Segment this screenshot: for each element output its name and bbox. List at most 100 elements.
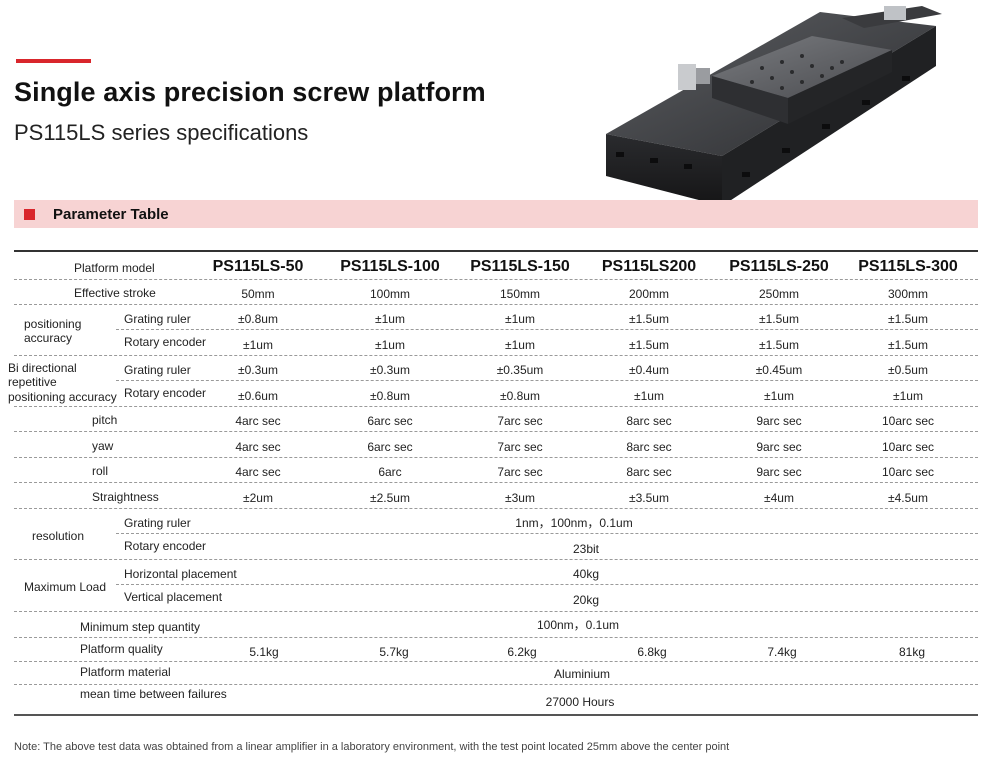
roll-value-6: 10arc sec	[881, 465, 935, 479]
model-header-2: PS115LS-100	[340, 258, 440, 275]
positioning-encoder-value-3: ±1um	[505, 338, 535, 352]
minimum-step-value: 100nm，0.1um	[536, 618, 620, 632]
positioning-grating-label: Grating ruler	[124, 312, 191, 326]
effective-stroke-value-6: 300mm	[887, 287, 929, 301]
straightness-value-1: ±2um	[243, 491, 273, 505]
pitch-value-5: 9arc sec	[756, 414, 802, 428]
positioning-encoder-value-1: ±1um	[243, 338, 273, 352]
positioning-accuracy-label-line2: accuracy	[24, 331, 73, 345]
yaw-value-6: 10arc sec	[881, 440, 935, 454]
row-separator	[14, 508, 978, 509]
positioning-grating-value-3: ±1um	[505, 312, 535, 326]
platform-quality-value-1: 5.1kg	[249, 645, 279, 659]
model-header-5: PS115LS-250	[729, 258, 829, 275]
row-separator	[14, 559, 978, 560]
minimum-step-label: Minimum step quantity	[80, 620, 201, 634]
straightness-value-5: ±4um	[764, 491, 794, 505]
positioning-encoder-value-2: ±1um	[375, 338, 405, 352]
roll-value-5: 9arc sec	[756, 465, 802, 479]
yaw-value-1: 4arc sec	[235, 440, 281, 454]
model-header-6: PS115LS-300	[858, 258, 958, 275]
pitch-value-4: 8arc sec	[626, 414, 672, 428]
platform-quality-label: Platform quality	[80, 642, 163, 656]
yaw-value-4: 8arc sec	[626, 440, 672, 454]
table-top-rule	[14, 250, 978, 252]
bi-encoder-value-4: ±1um	[634, 389, 664, 403]
row-separator	[116, 584, 978, 585]
effective-stroke-value-3: 150mm	[499, 287, 541, 301]
row-separator	[14, 457, 978, 458]
bi-grating-value-5: ±0.45um	[755, 363, 803, 377]
row-separator	[116, 380, 978, 381]
model-header-1: PS115LS-50	[212, 258, 304, 275]
row-separator	[14, 684, 978, 685]
straightness-value-2: ±2.5um	[370, 491, 410, 505]
yaw-value-3: 7arc sec	[497, 440, 543, 454]
positioning-encoder-label: Rotary encoder	[124, 335, 207, 349]
platform-material-value: Aluminium	[553, 667, 611, 681]
model-header-3: PS115LS-150	[470, 258, 570, 275]
bi-encoder-value-5: ±1um	[764, 389, 794, 403]
roll-value-2: 6arc	[378, 465, 402, 479]
bi-grating-label: Grating ruler	[124, 363, 191, 377]
mtbf-value: 27000 Hours	[545, 695, 615, 709]
parameter-table-marker	[24, 209, 35, 220]
bi-grating-value-4: ±0.4um	[629, 363, 669, 377]
page-title: Single axis precision screw platform	[14, 77, 486, 107]
bi-encoder-label: Rotary encoder	[124, 386, 207, 400]
positioning-grating-value-2: ±1um	[375, 312, 405, 326]
platform-quality-value-3: 6.2kg	[507, 645, 537, 659]
platform-quality-value-2: 5.7kg	[379, 645, 409, 659]
positioning-encoder-value-4: ±1.5um	[629, 338, 669, 352]
row-separator	[14, 637, 978, 638]
roll-value-3: 7arc sec	[497, 465, 543, 479]
row-separator	[14, 611, 978, 612]
resolution-grating-label: Grating ruler	[124, 516, 191, 530]
bi-grating-value-6: ±0.5um	[888, 363, 928, 377]
row-separator	[14, 482, 978, 483]
bi-grating-value-3: ±0.35um	[496, 363, 544, 377]
positioning-grating-value-4: ±1.5um	[629, 312, 669, 326]
row-separator	[14, 431, 978, 432]
straightness-value-3: ±3um	[505, 491, 535, 505]
row-separator	[116, 533, 978, 534]
product-image	[606, 6, 942, 206]
horizontal-placement-value: 40kg	[572, 567, 600, 581]
accent-bar	[16, 59, 91, 63]
bi-encoder-value-1: ±0.6um	[238, 389, 278, 403]
resolution-label: resolution	[32, 529, 85, 543]
maximum-load-label: Maximum Load	[24, 580, 107, 594]
platform-quality-value-5: 7.4kg	[767, 645, 797, 659]
resolution-encoder-label: Rotary encoder	[124, 539, 207, 553]
roll-label: roll	[92, 464, 109, 478]
positioning-encoder-value-6: ±1.5um	[888, 338, 928, 352]
bi-directional-label-line1: Bi directional	[8, 361, 77, 375]
positioning-encoder-value-5: ±1.5um	[759, 338, 799, 352]
pitch-value-3: 7arc sec	[497, 414, 543, 428]
positioning-accuracy-label-line1: positioning	[24, 317, 82, 331]
vertical-placement-label: Vertical placement	[124, 590, 223, 604]
bi-directional-label-line2: repetitive	[8, 375, 57, 389]
positioning-grating-value-5: ±1.5um	[759, 312, 799, 326]
footer-note: Note: The above test data was obtained f…	[14, 741, 730, 753]
row-separator	[116, 329, 978, 330]
effective-stroke-value-1: 50mm	[241, 287, 275, 301]
mtbf-label: mean time between failures	[80, 687, 227, 701]
pitch-value-2: 6arc sec	[367, 414, 413, 428]
resolution-grating-value: 1nm，100nm，0.1um	[515, 516, 633, 530]
parameter-table-banner	[14, 200, 978, 228]
horizontal-placement-label: Horizontal placement	[124, 567, 237, 581]
bi-encoder-value-3: ±0.8um	[500, 389, 540, 403]
bi-encoder-value-6: ±1um	[893, 389, 923, 403]
effective-stroke-value-2: 100mm	[369, 287, 411, 301]
bi-grating-value-2: ±0.3um	[370, 363, 410, 377]
straightness-label: Straightness	[92, 490, 159, 504]
pitch-value-6: 10arc sec	[881, 414, 935, 428]
platform-quality-value-4: 6.8kg	[637, 645, 667, 659]
row-separator	[14, 661, 978, 662]
table-bottom-rule	[14, 714, 978, 716]
pitch-value-1: 4arc sec	[235, 414, 281, 428]
bi-encoder-value-2: ±0.8um	[370, 389, 410, 403]
platform-model-label: Platform model	[74, 261, 155, 275]
effective-stroke-value-5: 250mm	[758, 287, 800, 301]
